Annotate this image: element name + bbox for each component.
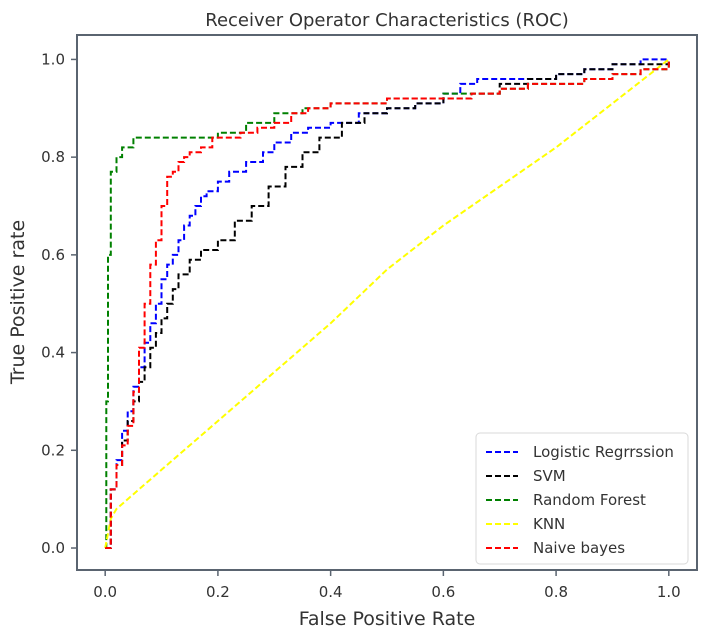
y-tick-label: 1.0 [41, 50, 65, 68]
chart-title: Receiver Operator Characteristics (ROC) [205, 10, 568, 31]
x-axis-ticks: 0.0 0.2 0.4 0.6 0.8 1.0 [93, 570, 681, 601]
legend-label: Naive bayes [533, 539, 625, 557]
legend-label: SVM [533, 467, 566, 485]
series-layer [104, 58, 670, 549]
x-tick-label: 0.8 [544, 583, 568, 601]
y-axis-title: True Positive rate [7, 220, 29, 385]
legend-label: KNN [533, 515, 565, 533]
plot-frame [76, 34, 698, 571]
x-tick-label: 1.0 [657, 583, 681, 601]
x-tick-label: 0.2 [206, 583, 230, 601]
y-tick-label: 0.4 [41, 344, 65, 362]
series-line-3 [104, 58, 670, 549]
legend-label: Random Forest [533, 491, 646, 509]
x-tick-label: 0.6 [431, 583, 455, 601]
x-axis-title: False Positive Rate [299, 608, 476, 630]
legend: Logistic Regrrssion SVM Random Forest KNN Na… [475, 432, 689, 565]
legend-label: Logistic Regrrssion [533, 443, 674, 461]
y-tick-label: 0.8 [41, 148, 65, 166]
y-tick-label: 0.6 [41, 246, 65, 264]
y-tick-label: 0.2 [41, 441, 65, 459]
x-tick-label: 0.4 [319, 583, 343, 601]
series-line-0 [105, 58, 669, 549]
y-axis-ticks: 0.0 0.2 0.4 0.6 0.8 1.0 [41, 50, 77, 557]
x-tick-label: 0.0 [93, 583, 117, 601]
y-tick-label: 0.0 [41, 539, 65, 557]
legend-box [475, 432, 689, 565]
